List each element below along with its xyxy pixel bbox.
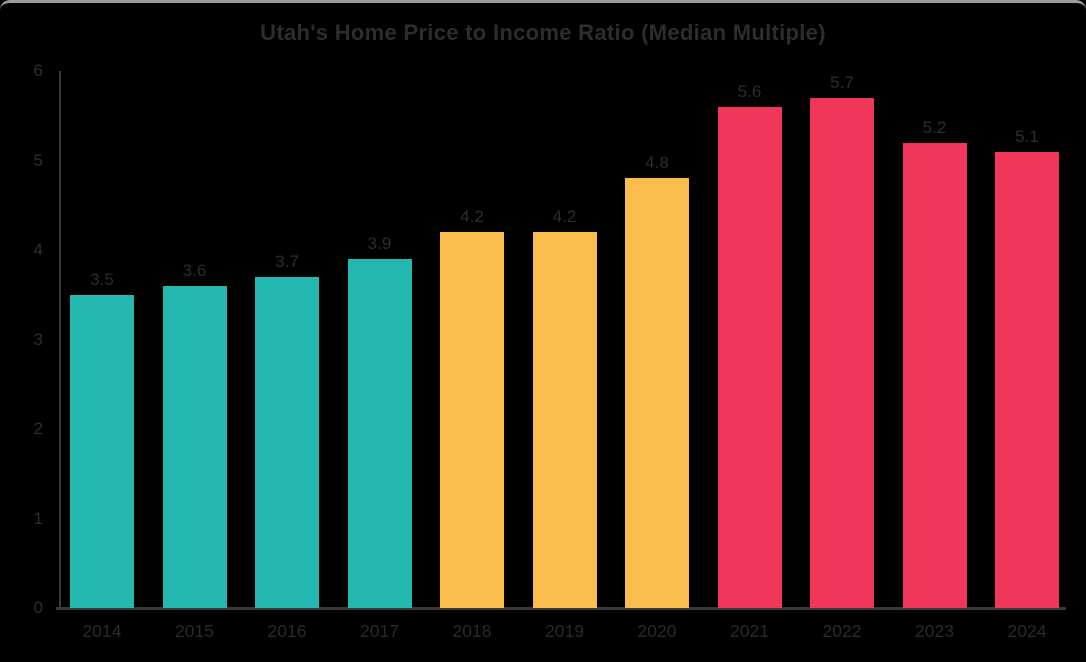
- y-tick-label: 3: [33, 329, 43, 349]
- bar-value-label: 3.9: [367, 233, 392, 253]
- bar-value-label: 3.6: [182, 260, 207, 280]
- x-tick-label: 2018: [452, 621, 492, 641]
- x-tick-label: 2015: [175, 621, 214, 641]
- bar-value-label: 5.2: [922, 117, 947, 137]
- bar-group: 3.7 2016: [255, 71, 319, 641]
- bar-group: 5.7 2022: [810, 71, 874, 641]
- bar-group: 3.9 2017: [347, 71, 412, 641]
- bar: [162, 285, 227, 608]
- bar-group: 3.6 2015: [162, 71, 227, 641]
- bar-group: 3.5 2014: [70, 71, 134, 641]
- bar: [440, 232, 504, 608]
- bars: 3.5 2014 3.6 2015 3.7 2016 3.9 2017 4.2 2018 4.2 20…: [70, 71, 1059, 641]
- bar: [717, 106, 782, 608]
- bar-value-label: 5.6: [737, 81, 762, 101]
- x-tick-label: 2017: [360, 621, 399, 641]
- chart-title: Utah's Home Price to Income Ratio (Media…: [260, 20, 826, 45]
- bar: [70, 294, 134, 608]
- bar: [625, 178, 689, 608]
- bar-value-label: 4.2: [460, 207, 484, 227]
- x-tick-label: 2024: [1007, 621, 1047, 641]
- bar-group: 5.6 2021: [717, 71, 782, 641]
- bar-value-label: 4.2: [552, 207, 577, 227]
- y-tick-label: 0: [33, 598, 43, 617]
- y-tick-label: 4: [33, 240, 43, 259]
- y-axis-line: [59, 71, 61, 608]
- bar: [255, 276, 319, 608]
- bar-group: 5.2 2023: [902, 71, 967, 641]
- x-axis-line: [56, 607, 1066, 610]
- x-tick-label: 2020: [637, 621, 677, 641]
- x-tick-label: 2019: [545, 621, 584, 641]
- bar: [532, 232, 597, 608]
- bar-group: 4.2 2018: [440, 71, 504, 641]
- y-tick-label: 1: [33, 508, 43, 528]
- y-tick-label: 5: [33, 150, 43, 170]
- bar: [995, 151, 1059, 608]
- x-tick-label: 2021: [730, 621, 769, 641]
- bar-value-label: 3.5: [90, 269, 114, 289]
- x-tick-label: 2014: [82, 621, 122, 641]
- x-tick-label: 2023: [915, 621, 954, 641]
- bar-value-label: 4.8: [645, 153, 669, 173]
- x-tick-label: 2016: [267, 621, 307, 641]
- bar-group: 5.1 2024: [995, 71, 1059, 641]
- bar-group: 4.2 2019: [532, 71, 597, 641]
- x-tick-label: 2022: [822, 621, 862, 641]
- bar-group: 4.8 2020: [625, 71, 689, 641]
- bar-value-label: 5.1: [1015, 126, 1039, 146]
- y-tick-label: 2: [33, 419, 43, 438]
- bar: [810, 97, 874, 608]
- bar-value-label: 3.7: [275, 251, 299, 271]
- plot-area: 0 1 2 3 4 5 6 3.5 2014 3.6 2015 3.7 2016 3.9 2017 4.2 2…: [34, 61, 1066, 641]
- bar: [347, 258, 412, 608]
- bar-value-label: 5.7: [830, 72, 854, 92]
- bar: [902, 142, 967, 608]
- y-tick-label: 6: [33, 61, 43, 80]
